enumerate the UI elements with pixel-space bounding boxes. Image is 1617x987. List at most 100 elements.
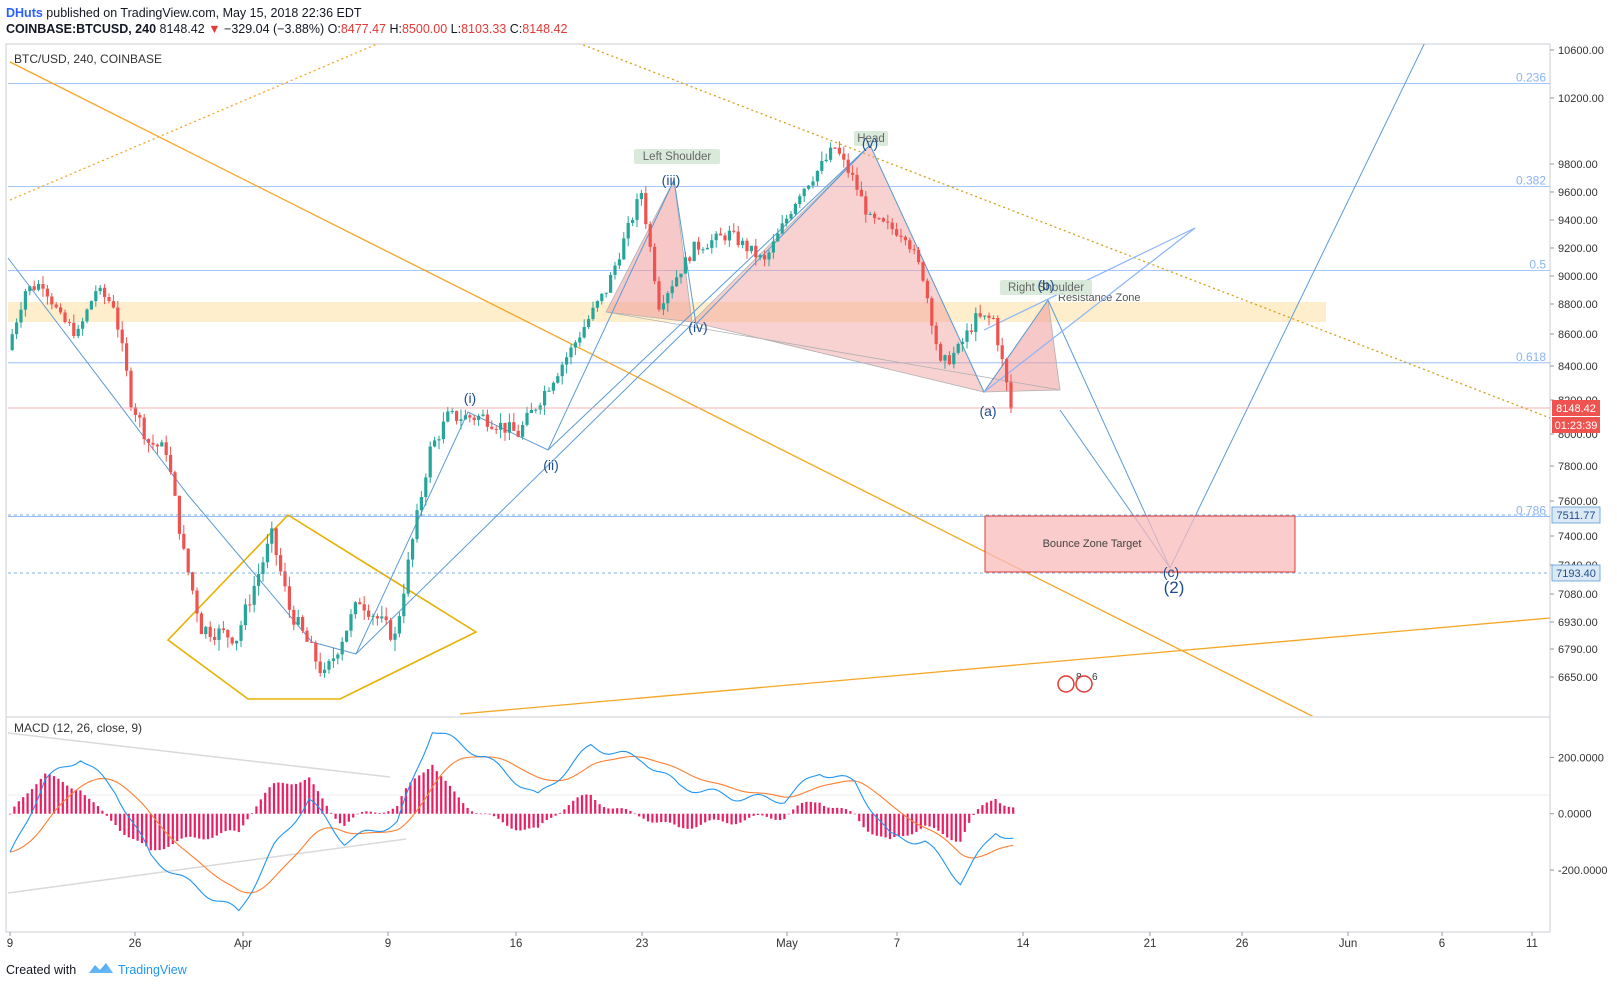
candle[interactable]: [855, 167, 859, 196]
candle[interactable]: [283, 562, 287, 592]
candle[interactable]: [710, 234, 714, 254]
candle[interactable]: [499, 413, 503, 439]
candle[interactable]: [701, 247, 705, 254]
candle[interactable]: [437, 435, 441, 450]
candle[interactable]: [934, 322, 938, 351]
candle[interactable]: [565, 352, 569, 374]
blue-wave-down[interactable]: [7, 257, 357, 655]
candle[interactable]: [521, 421, 525, 440]
candle[interactable]: [723, 232, 727, 245]
candle[interactable]: [455, 410, 459, 425]
author-name[interactable]: DHuts: [6, 6, 43, 20]
candle[interactable]: [450, 407, 454, 414]
candle[interactable]: [626, 216, 630, 247]
candle[interactable]: [613, 261, 617, 280]
candle[interactable]: [239, 620, 243, 648]
candle[interactable]: [1005, 357, 1009, 392]
candle[interactable]: [512, 412, 516, 431]
candle[interactable]: [604, 292, 608, 298]
candle[interactable]: [384, 607, 388, 625]
candle[interactable]: [961, 337, 965, 352]
candle[interactable]: [895, 222, 899, 237]
orange-dotted-resistance[interactable]: [560, 40, 1550, 419]
candle[interactable]: [644, 186, 648, 229]
candle[interactable]: [463, 409, 467, 420]
candle[interactable]: [120, 321, 124, 352]
candle[interactable]: [28, 285, 32, 296]
candle[interactable]: [912, 244, 916, 255]
candle[interactable]: [692, 241, 696, 262]
candle[interactable]: [23, 288, 27, 317]
candle[interactable]: [424, 473, 428, 506]
candle[interactable]: [389, 617, 393, 642]
candle[interactable]: [287, 576, 291, 618]
candle[interactable]: [930, 296, 934, 335]
candle[interactable]: [503, 422, 507, 441]
candle[interactable]: [851, 165, 855, 181]
candle[interactable]: [507, 413, 511, 441]
candle[interactable]: [864, 191, 868, 223]
candle[interactable]: [345, 630, 349, 643]
price-axis[interactable]: 10600.00 10200.00 9800.00 9600.00 9400.00 920…: [1550, 45, 1604, 684]
blue-channel-upper[interactable]: [547, 144, 871, 451]
macd-divergence-upper[interactable]: [7, 732, 391, 778]
candle[interactable]: [952, 346, 956, 369]
candle[interactable]: [890, 218, 894, 235]
candle[interactable]: [32, 280, 36, 292]
candle[interactable]: [265, 533, 269, 569]
candle[interactable]: [899, 228, 903, 243]
candle[interactable]: [969, 323, 973, 335]
candle[interactable]: [19, 301, 23, 328]
candle[interactable]: [72, 314, 76, 339]
candle[interactable]: [199, 611, 203, 635]
candle[interactable]: [323, 662, 327, 678]
candle[interactable]: [446, 406, 450, 423]
candle[interactable]: [415, 503, 419, 543]
diamond-pattern[interactable]: [166, 513, 478, 700]
wedge-lower[interactable]: [983, 227, 1196, 393]
candle[interactable]: [41, 276, 45, 297]
candle[interactable]: [987, 312, 991, 326]
candle[interactable]: [173, 470, 177, 497]
candle[interactable]: [257, 563, 261, 596]
candle[interactable]: [292, 605, 296, 631]
candle[interactable]: [305, 627, 309, 643]
candle[interactable]: [160, 439, 164, 447]
macd-signal-line[interactable]: [9, 755, 1014, 894]
candle[interactable]: [829, 142, 833, 163]
event-flag-icon[interactable]: [1057, 675, 1075, 693]
candle[interactable]: [85, 308, 89, 324]
candle[interactable]: [485, 409, 489, 432]
projection-up[interactable]: [1169, 40, 1430, 569]
candle[interactable]: [622, 232, 626, 261]
candle[interactable]: [705, 243, 709, 250]
candle[interactable]: [301, 615, 305, 634]
blue-channel-lower[interactable]: [355, 323, 693, 655]
candle[interactable]: [675, 270, 679, 288]
candle[interactable]: [274, 527, 278, 566]
candle[interactable]: [230, 636, 234, 646]
candle[interactable]: [785, 214, 789, 227]
tradingview-brand[interactable]: TradingView: [118, 963, 187, 977]
orange-trendline-down[interactable]: [9, 61, 1320, 720]
candle[interactable]: [494, 425, 498, 435]
candle[interactable]: [397, 612, 401, 638]
candle[interactable]: [406, 551, 410, 597]
candle[interactable]: [767, 249, 771, 267]
candle[interactable]: [965, 323, 969, 349]
candle[interactable]: [221, 621, 225, 634]
candle[interactable]: [116, 300, 120, 338]
candle[interactable]: [477, 413, 481, 426]
candle[interactable]: [842, 146, 846, 168]
candle[interactable]: [433, 436, 437, 448]
candle[interactable]: [595, 300, 599, 312]
candle[interactable]: [186, 548, 190, 576]
candle[interactable]: [543, 385, 547, 415]
candle[interactable]: [155, 443, 159, 455]
candle[interactable]: [191, 571, 195, 595]
candle[interactable]: [411, 537, 415, 568]
candle[interactable]: [917, 246, 921, 265]
candle[interactable]: [846, 153, 850, 178]
candle[interactable]: [983, 315, 987, 320]
candle[interactable]: [714, 231, 718, 248]
